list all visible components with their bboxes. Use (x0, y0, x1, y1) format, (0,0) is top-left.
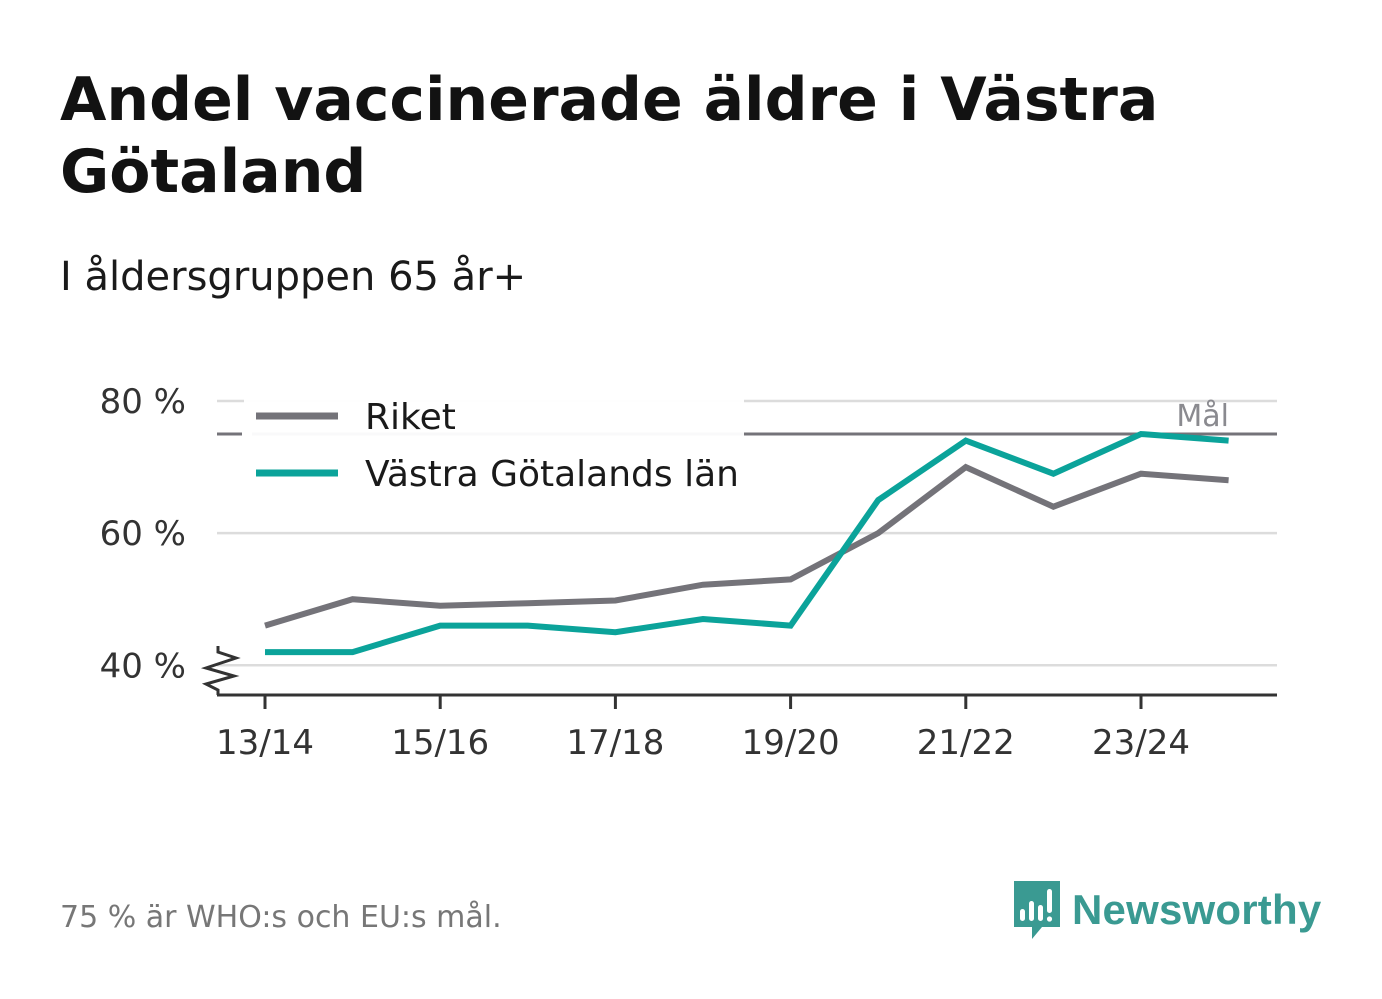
y-axis-break-icon (200, 646, 241, 695)
y-tick-label-40: 40 % (100, 646, 186, 686)
chart-title: Andel vaccinerade äldre i Västra Götalan… (60, 65, 1159, 207)
series-line-riket (264, 463, 1229, 629)
series-group (264, 430, 1229, 656)
x-tick-label-15/16: 15/16 (391, 723, 489, 763)
chart-subtitle: I åldersgruppen 65 år+ (60, 254, 527, 300)
footnote: 75 % är WHO:s och EU:s mål. (60, 900, 502, 935)
x-tick-label-23/24: 23/24 (1092, 723, 1190, 763)
y-tick-label-60: 60 % (100, 514, 186, 554)
x-tick-label-19/20: 19/20 (742, 723, 840, 763)
legend-label-1: Riket (365, 397, 456, 438)
x-tick-label-13/14: 13/14 (216, 723, 314, 763)
legend: Riket Västra Götalands län (244, 397, 744, 498)
newsworthy-logo: Newsworthy (1010, 878, 1321, 942)
x-tick-label-17/18: 17/18 (566, 723, 664, 763)
axes: 40 % 60 % 80 % 13/14 15/16 17/18 19/20 21/22 23/… (100, 382, 1277, 763)
x-tick-label-21/22: 21/22 (917, 723, 1015, 763)
brand-name: Newsworthy (1072, 886, 1322, 933)
newsworthy-logo-icon (1014, 881, 1060, 939)
goal-line-label: Mål (1176, 399, 1229, 434)
series-line-vastra-gotaland (265, 430, 1229, 656)
y-tick-label-80: 80 % (100, 382, 186, 422)
legend-label-2: Västra Götalands län (365, 454, 739, 495)
